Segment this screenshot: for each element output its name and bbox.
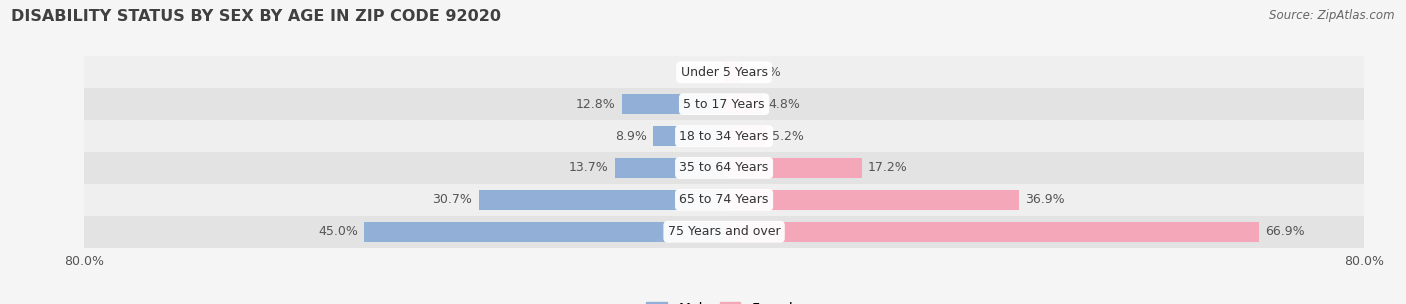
- Text: 13.7%: 13.7%: [568, 161, 609, 174]
- Bar: [724, 158, 862, 178]
- Text: 35 to 64 Years: 35 to 64 Years: [679, 161, 769, 174]
- Bar: [364, 222, 724, 242]
- Text: 36.9%: 36.9%: [1025, 193, 1066, 206]
- Text: Under 5 Years: Under 5 Years: [681, 66, 768, 79]
- Bar: [652, 126, 724, 146]
- Text: 8.9%: 8.9%: [614, 130, 647, 143]
- Text: 5 to 17 Years: 5 to 17 Years: [683, 98, 765, 111]
- Bar: [84, 184, 1364, 216]
- Bar: [621, 94, 724, 114]
- Bar: [84, 216, 1364, 248]
- Bar: [724, 62, 742, 82]
- Text: Source: ZipAtlas.com: Source: ZipAtlas.com: [1270, 9, 1395, 22]
- Text: 0.0%: 0.0%: [681, 66, 711, 79]
- Text: 66.9%: 66.9%: [1265, 225, 1305, 238]
- Bar: [724, 222, 1258, 242]
- Text: 4.8%: 4.8%: [769, 98, 801, 111]
- Text: 2.3%: 2.3%: [749, 66, 780, 79]
- Bar: [724, 126, 766, 146]
- Text: 17.2%: 17.2%: [868, 161, 908, 174]
- Bar: [84, 56, 1364, 88]
- Text: 65 to 74 Years: 65 to 74 Years: [679, 193, 769, 206]
- Legend: Male, Female: Male, Female: [647, 302, 801, 304]
- Text: 18 to 34 Years: 18 to 34 Years: [679, 130, 769, 143]
- Bar: [84, 152, 1364, 184]
- Bar: [724, 94, 762, 114]
- Text: 5.2%: 5.2%: [772, 130, 804, 143]
- Text: DISABILITY STATUS BY SEX BY AGE IN ZIP CODE 92020: DISABILITY STATUS BY SEX BY AGE IN ZIP C…: [11, 9, 502, 24]
- Bar: [724, 190, 1019, 210]
- Bar: [84, 120, 1364, 152]
- Bar: [84, 88, 1364, 120]
- Text: 30.7%: 30.7%: [432, 193, 472, 206]
- Bar: [614, 158, 724, 178]
- Text: 12.8%: 12.8%: [575, 98, 616, 111]
- Text: 45.0%: 45.0%: [318, 225, 359, 238]
- Bar: [478, 190, 724, 210]
- Text: 75 Years and over: 75 Years and over: [668, 225, 780, 238]
